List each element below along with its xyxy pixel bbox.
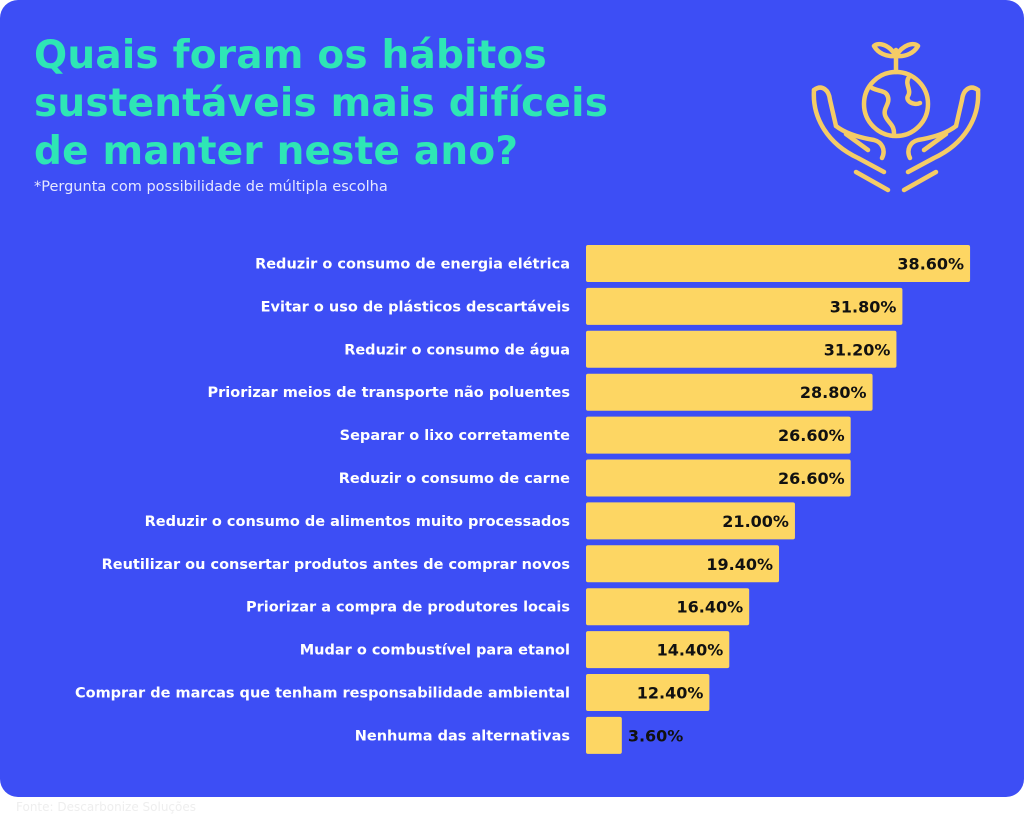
chart-title: Quais foram os hábitos sustentáveis mais… (34, 32, 654, 176)
category-label-12: Nenhuma das alternativas (355, 728, 570, 744)
category-label-8: Reutilizar ou consertar produtos antes d… (102, 557, 570, 573)
bar-1 (586, 245, 971, 282)
bar-chart: Reduzir o consumo de energia elétrica 38.… (75, 245, 971, 754)
category-label-7: Reduzir o consumo de alimentos muito pro… (145, 514, 570, 530)
source-note: Fonte: Descarbonize Soluções (16, 800, 196, 814)
category-label-3: Reduzir o consumo de água (344, 342, 570, 358)
bar-7 (586, 502, 795, 540)
data-label-12: 3.60% (628, 726, 684, 745)
bar-6 (586, 459, 851, 497)
title-line-3: de manter neste ano? (34, 129, 519, 174)
title-line-2: sustentáveis mais difíceis (34, 81, 609, 126)
bar-9 (586, 588, 750, 626)
data-label-1: 38.60% (897, 255, 964, 274)
bar-3 (586, 330, 897, 368)
bar-4 (586, 373, 873, 411)
bar-5 (586, 416, 851, 454)
category-label-4: Priorizar meios de transporte não poluen… (208, 385, 571, 401)
data-label-11: 12.40% (637, 684, 704, 703)
title-line-1: Quais foram os hábitos (34, 33, 547, 78)
category-label-6: Reduzir o consumo de carne (339, 471, 570, 487)
bar-11 (586, 674, 710, 711)
data-label-10: 14.40% (657, 641, 724, 660)
bar-8 (586, 545, 780, 583)
data-label-7: 21.00% (722, 512, 789, 531)
data-label-8: 19.40% (706, 555, 773, 574)
hands-globe-icon (811, 41, 981, 193)
data-label-3: 31.20% (824, 340, 891, 359)
bar-10 (586, 631, 730, 669)
data-label-4: 28.80% (800, 383, 867, 402)
data-label-6: 26.60% (778, 469, 845, 488)
category-label-10: Mudar o combustível para etanol (300, 643, 570, 659)
category-label-11: Comprar de marcas que tenham responsabil… (75, 686, 570, 702)
data-label-2: 31.80% (830, 297, 897, 316)
data-label-9: 16.40% (677, 598, 744, 617)
data-label-5: 26.60% (778, 426, 845, 445)
bar-2 (586, 287, 903, 325)
category-label-1: Reduzir o consumo de energia elétrica (255, 257, 570, 273)
category-label-5: Separar o lixo corretamente (340, 428, 570, 444)
category-label-2: Evitar o uso de plásticos descartáveis (261, 299, 570, 315)
infographic-card: Quais foram os hábitos sustentáveis mais… (0, 0, 1024, 797)
category-label-9: Priorizar a compra de produtores locais (246, 600, 570, 616)
bar-12 (586, 716, 622, 754)
chart-subtitle: *Pergunta com possibilidade de múltipla … (34, 179, 388, 195)
